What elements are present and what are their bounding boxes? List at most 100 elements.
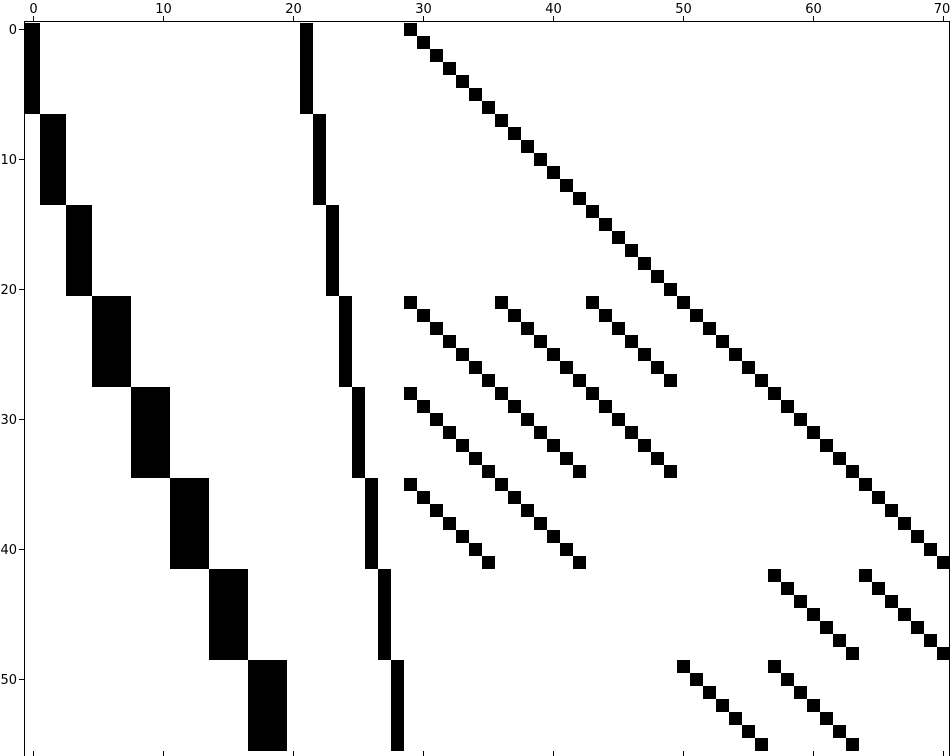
nonzero-cell	[404, 478, 417, 491]
nonzero-cell	[495, 114, 508, 127]
nonzero-cell	[638, 348, 651, 361]
nonzero-cell	[508, 491, 521, 504]
nonzero-cell	[599, 218, 612, 231]
nonzero-block	[40, 114, 66, 205]
nonzero-cell	[755, 738, 768, 751]
nonzero-cell	[443, 517, 456, 530]
nonzero-cell	[911, 530, 924, 543]
nonzero-cell	[612, 413, 625, 426]
x-tick-label: 10	[155, 2, 172, 17]
y-axis-ticks: 0 10 20 30 40 50	[0, 23, 24, 688]
nonzero-cell	[456, 348, 469, 361]
nonzero-cell	[586, 387, 599, 400]
x-tick-label: 60	[805, 2, 822, 17]
nonzero-cell	[495, 296, 508, 309]
nonzero-cell	[469, 543, 482, 556]
y-tick-label: 20	[0, 283, 17, 298]
nonzero-cell	[404, 387, 417, 400]
nonzero-cell	[443, 62, 456, 75]
nonzero-cell	[560, 179, 573, 192]
y-tick-label: 30	[0, 413, 17, 428]
x-axis-ticks: 0 10 20 30 40 50 60 70	[29, 2, 950, 756]
nonzero-cell	[716, 335, 729, 348]
nonzero-cell	[716, 699, 729, 712]
nonzero-cell	[430, 49, 443, 62]
nonzero-column	[391, 660, 404, 751]
nonzero-column	[365, 478, 378, 569]
nonzero-cell	[534, 153, 547, 166]
nonzero-cell	[820, 439, 833, 452]
nonzero-cell	[898, 608, 911, 621]
y-tick-label: 0	[9, 23, 17, 38]
nonzero-cell	[664, 283, 677, 296]
nonzero-cell	[521, 140, 534, 153]
nonzero-cell	[651, 361, 664, 374]
nonzero-cell	[638, 439, 651, 452]
nonzero-block	[170, 478, 209, 569]
nonzero-cell	[937, 647, 949, 660]
nonzero-cell	[417, 400, 430, 413]
nonzero-cell	[469, 88, 482, 101]
nonzero-cell	[924, 543, 937, 556]
nonzero-cell	[742, 361, 755, 374]
nonzero-cell	[599, 400, 612, 413]
nonzero-cell	[417, 491, 430, 504]
nonzero-cell	[872, 582, 885, 595]
nonzero-block	[66, 205, 92, 296]
nonzero-cell	[573, 192, 586, 205]
nonzero-cell	[625, 426, 638, 439]
nonzero-cell	[469, 452, 482, 465]
nonzero-cell	[846, 738, 859, 751]
nonzero-cell	[482, 556, 495, 569]
nonzero-cell	[833, 452, 846, 465]
nonzero-cell	[729, 348, 742, 361]
nonzero-cell	[573, 556, 586, 569]
nonzero-cell	[664, 374, 677, 387]
nonzero-cell	[781, 673, 794, 686]
nonzero-block	[131, 387, 170, 478]
x-tick-label: 40	[545, 2, 562, 17]
nonzero-cell	[820, 621, 833, 634]
nonzero-cell	[638, 257, 651, 270]
nonzero-block	[24, 23, 40, 114]
nonzero-cell	[768, 569, 781, 582]
nonzero-cell	[898, 517, 911, 530]
nonzero-block	[92, 296, 131, 387]
nonzero-block	[209, 569, 248, 660]
nonzero-cell	[456, 75, 469, 88]
nonzero-cell	[612, 322, 625, 335]
nonzero-cell	[703, 686, 716, 699]
nonzero-cell	[560, 452, 573, 465]
x-tick-label: 50	[675, 2, 692, 17]
nonzero-cell	[885, 504, 898, 517]
nonzero-cell	[742, 725, 755, 738]
y-tick-label: 50	[0, 673, 17, 688]
nonzero-cell	[937, 556, 949, 569]
nonzero-cell	[586, 205, 599, 218]
nonzero-cell	[781, 582, 794, 595]
y-tick-label: 40	[0, 543, 17, 558]
nonzero-cell	[586, 296, 599, 309]
nonzero-cell	[547, 439, 560, 452]
nonzero-cell	[547, 348, 560, 361]
nonzero-cell	[651, 270, 664, 283]
nonzero-cell	[924, 634, 937, 647]
nonzero-cell	[833, 725, 846, 738]
nonzero-cells	[24, 23, 949, 751]
nonzero-cell	[911, 621, 924, 634]
nonzero-cell	[664, 465, 677, 478]
nonzero-cell	[547, 530, 560, 543]
nonzero-cell	[443, 335, 456, 348]
nonzero-cell	[846, 465, 859, 478]
nonzero-cell	[729, 712, 742, 725]
nonzero-cell	[690, 309, 703, 322]
nonzero-cell	[508, 309, 521, 322]
nonzero-cell	[482, 374, 495, 387]
nonzero-column	[352, 387, 365, 478]
nonzero-cell	[846, 647, 859, 660]
nonzero-cell	[820, 712, 833, 725]
nonzero-cell	[521, 413, 534, 426]
nonzero-cell	[872, 491, 885, 504]
nonzero-column	[326, 205, 339, 296]
